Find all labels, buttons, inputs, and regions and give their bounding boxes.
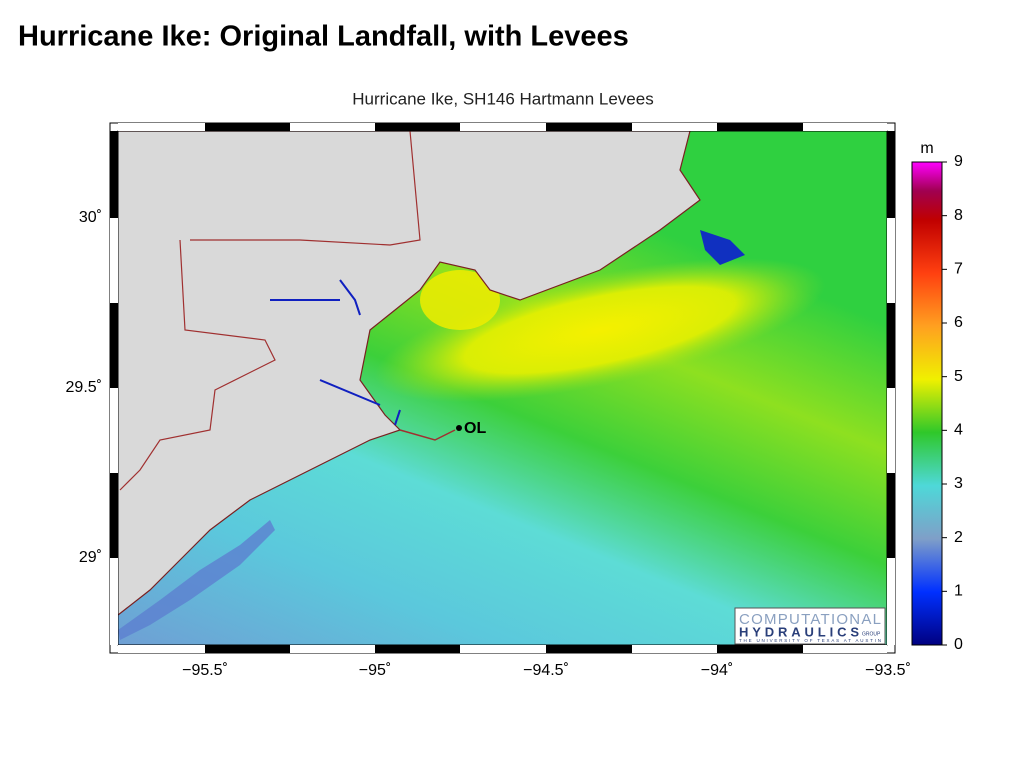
colorbar-unit: m [920, 140, 933, 157]
frame-segment [118, 645, 205, 653]
map-body: OL COMPUTATIONAL HYDRAULICS GROUP THE UN… [118, 131, 887, 645]
logo-group: GROUP [862, 631, 881, 637]
x-tick-label: −94˚ [701, 662, 733, 679]
frame-segment [887, 473, 895, 558]
frame-segment [546, 645, 632, 653]
frame-segment [887, 131, 895, 218]
county-boundary [190, 131, 421, 246]
colorbar-tick-label: 4 [954, 422, 963, 439]
frame-segment [717, 645, 803, 653]
marker-label: OL [464, 420, 486, 437]
frame-segment [205, 123, 290, 131]
frame-segment [803, 123, 887, 131]
colorbar-tick-label: 0 [954, 636, 963, 653]
lake [700, 230, 745, 265]
frame-segment [375, 123, 460, 131]
map-frame [109, 122, 896, 654]
logo-line1: COMPUTATIONAL [739, 611, 881, 628]
colorbar [911, 161, 943, 646]
frame-segment [205, 645, 290, 653]
frame-segment [803, 645, 887, 653]
logo-box [734, 607, 886, 645]
slide-title: Hurricane Ike: Original Landfall, with L… [18, 21, 629, 53]
frame-segment [118, 123, 205, 131]
frame-segment [375, 645, 460, 653]
frame-segment [887, 558, 895, 645]
frame-segment [460, 645, 546, 653]
frame-segment [110, 303, 118, 388]
frame-segment [110, 131, 118, 218]
colorbar-tick-label: 3 [954, 475, 963, 492]
colorbar-tick-label: 1 [954, 583, 963, 600]
frame-segment [887, 218, 895, 303]
colorbar-tick-label: 5 [954, 368, 963, 385]
frame-segment [290, 645, 375, 653]
colorbar-tick-label: 6 [954, 314, 963, 331]
x-tick-label: −94.5˚ [523, 662, 569, 679]
surge-bay [420, 270, 500, 330]
map-title: Hurricane Ike, SH146 Hartmann Levees [352, 89, 653, 108]
colorbar-tick-label: 8 [954, 207, 963, 224]
frame-segment [110, 558, 118, 645]
colorbar-tick-label: 2 [954, 529, 963, 546]
x-tick-label: −93.5˚ [865, 662, 911, 679]
frame-segment [110, 388, 118, 473]
river [270, 279, 401, 426]
levee [399, 429, 456, 441]
colorbar-tick-label: 9 [954, 153, 963, 170]
coastline [118, 131, 701, 616]
frame-segment [110, 473, 118, 558]
marker [456, 425, 462, 431]
y-tick-label: 30˚ [79, 209, 102, 226]
frame-segment [887, 303, 895, 388]
frame-segment [460, 123, 546, 131]
land [118, 131, 700, 615]
colorbar-tick-label: 7 [954, 261, 963, 278]
x-tick-label: −95.5˚ [182, 662, 228, 679]
frame-segment [632, 123, 717, 131]
frame-segment [717, 123, 803, 131]
x-tick-label: −95˚ [359, 662, 391, 679]
surge-peak [374, 258, 826, 402]
county-boundary [119, 239, 276, 491]
frame-segment [546, 123, 632, 131]
frame-segment [110, 218, 118, 303]
logo-university: THE UNIVERSITY OF TEXAS AT AUSTIN [739, 638, 881, 643]
frame-segment [887, 388, 895, 473]
logo-line2: HYDRAULICS [739, 624, 859, 639]
y-tick-label: 29.5˚ [66, 379, 102, 396]
y-tick-label: 29˚ [79, 549, 102, 566]
shallow-water [118, 520, 275, 640]
frame-segment [632, 645, 717, 653]
frame-segment [290, 123, 375, 131]
